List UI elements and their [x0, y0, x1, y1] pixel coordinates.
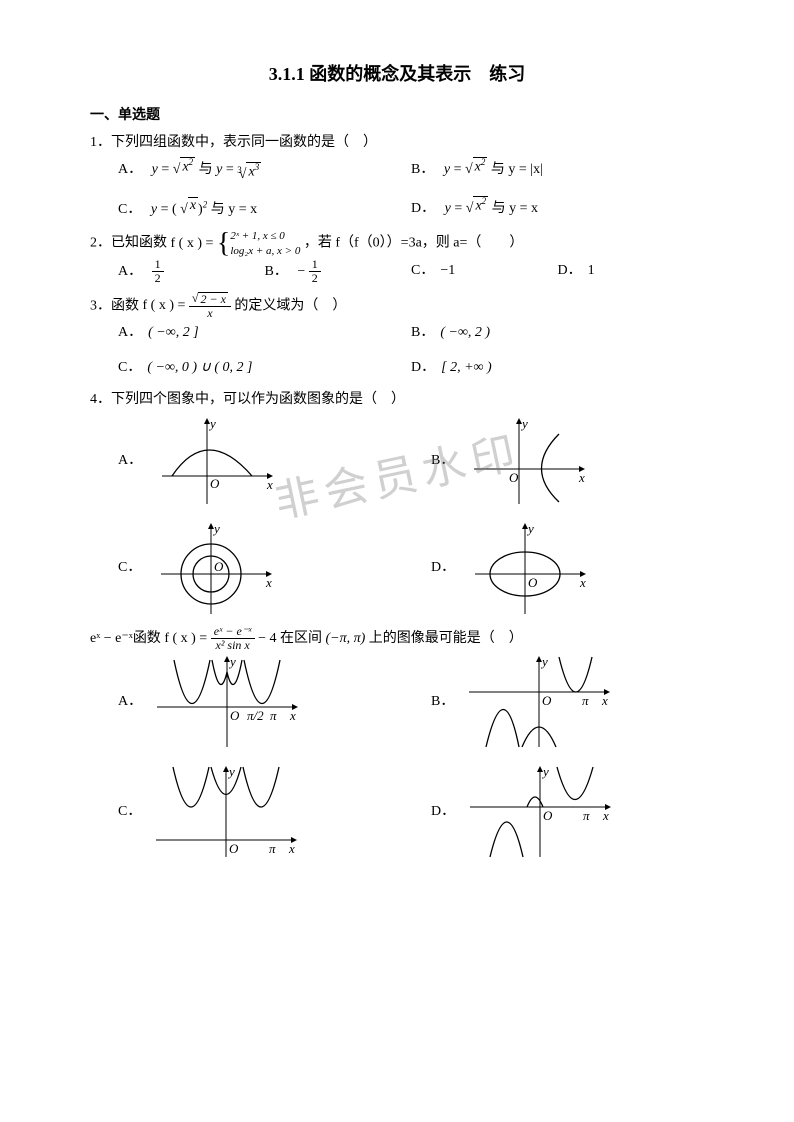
svg-text:x: x: [578, 470, 585, 485]
svg-text:x: x: [266, 477, 273, 492]
q5-option-b: B． y x O π: [431, 652, 704, 752]
q4-graph-c: y x O: [151, 519, 281, 619]
question-3: 3．函数 f ( x ) = √2 − x x 的定义域为（ ） A．( −∞,…: [90, 292, 704, 382]
q4-graph-d: y x O: [465, 519, 595, 619]
svg-text:y: y: [227, 764, 235, 779]
q3-option-c: C．( −∞, 0 ) ∪ ( 0, 2 ]: [118, 355, 411, 382]
q4-graph-b: y x O: [464, 414, 594, 509]
q1-option-a: A． y = √x2 与 y = 3√x3: [118, 157, 411, 189]
q1-text: 下列四组函数中，表示同一函数的是（ ）: [111, 135, 377, 150]
q2-number: 2．: [90, 236, 111, 251]
q5-text-pre: 函数: [133, 631, 165, 646]
q3-option-d: D．[ 2, +∞ ): [411, 355, 704, 382]
svg-text:x: x: [601, 693, 608, 708]
q1-option-d: D． y = √x2 与 y = x: [411, 196, 704, 223]
q5-graph-d: y x O π: [465, 762, 615, 862]
section-header: 一、单选题: [90, 104, 704, 124]
svg-text:x: x: [288, 841, 295, 856]
q2-option-c: C．−1: [411, 258, 558, 286]
q1-number: 1．: [90, 135, 111, 150]
q3-option-b: B．( −∞, 2 ): [411, 320, 704, 347]
svg-text:O: O: [528, 575, 538, 590]
svg-text:π/2: π/2: [247, 708, 264, 723]
q5-graph-a: y x O π π/2: [152, 652, 302, 752]
q2-text-pre: 已知函数: [111, 236, 171, 251]
svg-text:O: O: [229, 841, 239, 856]
q5-graph-b: y x O π: [464, 652, 614, 752]
question-1: 1．下列四组函数中，表示同一函数的是（ ） A． y = √x2 与 y = 3…: [90, 130, 704, 223]
q5-graph-c: y x O π: [151, 762, 301, 862]
svg-text:y: y: [526, 521, 534, 536]
svg-text:π: π: [582, 693, 589, 708]
q4-option-d: D． y x O: [431, 519, 704, 619]
svg-text:O: O: [542, 693, 552, 708]
q4-text: 下列四个图象中，可以作为函数图象的是（ ）: [111, 392, 405, 407]
q3-text-post: 的定义域为（ ）: [234, 298, 346, 313]
q2-option-b: B． − 12: [265, 258, 412, 286]
svg-text:x: x: [289, 708, 296, 723]
question-4: 4．下列四个图象中，可以作为函数图象的是（ ） A． y x O B．: [90, 387, 704, 619]
q4-number: 4．: [90, 392, 111, 407]
svg-text:O: O: [214, 559, 224, 574]
q4-option-c: C． y x O: [118, 519, 391, 619]
q2-option-a: A． 12: [118, 258, 265, 286]
q5-option-c: C． y x O π: [118, 762, 391, 862]
page-title: 3.1.1 函数的概念及其表示 练习: [90, 60, 704, 86]
svg-text:x: x: [602, 808, 609, 823]
q2-option-d: D．1: [558, 258, 705, 286]
q3-option-a: A．( −∞, 2 ]: [118, 320, 411, 347]
svg-text:O: O: [509, 470, 519, 485]
question-2: 2．已知函数 f ( x ) = { 2ˣ + 1, x ≤ 0 log₂x +…: [90, 229, 704, 285]
q3-text-pre: 函数: [111, 298, 143, 313]
svg-text:x: x: [579, 575, 586, 590]
svg-text:x: x: [265, 575, 272, 590]
svg-text:y: y: [228, 654, 236, 669]
q1-option-b: B． y = √x2 与 y = |x|: [411, 157, 704, 189]
svg-text:O: O: [230, 708, 240, 723]
q5-option-a: A． y x O π π/2: [118, 652, 391, 752]
q4-graph-a: y x O: [152, 414, 282, 509]
svg-text:y: y: [520, 416, 528, 431]
q5-number: eˣ − e⁻ˣ: [90, 631, 133, 646]
svg-text:π: π: [583, 808, 590, 823]
svg-text:π: π: [270, 708, 277, 723]
q1-option-c: C． y = ( √x)2 与 y = x: [118, 196, 411, 223]
svg-text:y: y: [212, 521, 220, 536]
svg-text:O: O: [543, 808, 553, 823]
svg-text:O: O: [210, 476, 220, 491]
q4-option-a: A． y x O: [118, 414, 391, 509]
q3-number: 3．: [90, 298, 111, 313]
svg-text:y: y: [541, 764, 549, 779]
q5-option-d: D． y x O π: [431, 762, 704, 862]
svg-text:π: π: [269, 841, 276, 856]
q2-text-mid: ，若 f（f（0））=3a，则 a=（ ）: [304, 236, 524, 251]
q4-option-b: B． y x O: [431, 414, 704, 509]
svg-text:y: y: [208, 416, 216, 431]
question-5: eˣ − e⁻ˣ函数 f ( x ) = eˣ − e⁻ˣ x² sin x −…: [90, 625, 704, 863]
svg-text:y: y: [540, 654, 548, 669]
